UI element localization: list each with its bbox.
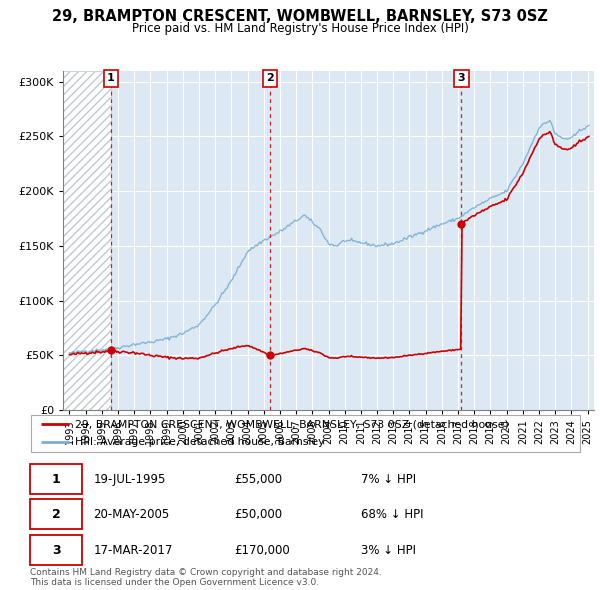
FancyBboxPatch shape <box>30 499 82 529</box>
Text: 1: 1 <box>52 473 61 486</box>
Text: 29, BRAMPTON CRESCENT, WOMBWELL, BARNSLEY, S73 0SZ: 29, BRAMPTON CRESCENT, WOMBWELL, BARNSLE… <box>52 9 548 24</box>
Text: Contains HM Land Registry data © Crown copyright and database right 2024.
This d: Contains HM Land Registry data © Crown c… <box>30 568 382 587</box>
Text: HPI: Average price, detached house, Barnsley: HPI: Average price, detached house, Barn… <box>75 437 325 447</box>
Text: 2: 2 <box>266 74 274 83</box>
Text: 20-MAY-2005: 20-MAY-2005 <box>94 507 170 520</box>
FancyBboxPatch shape <box>30 535 82 565</box>
Text: 3% ↓ HPI: 3% ↓ HPI <box>361 543 416 556</box>
Text: 68% ↓ HPI: 68% ↓ HPI <box>361 507 424 520</box>
FancyBboxPatch shape <box>30 464 82 494</box>
Text: 19-JUL-1995: 19-JUL-1995 <box>94 473 166 486</box>
Text: 3: 3 <box>458 74 465 83</box>
Text: 29, BRAMPTON CRESCENT, WOMBWELL, BARNSLEY, S73 0SZ (detached house): 29, BRAMPTON CRESCENT, WOMBWELL, BARNSLE… <box>75 419 509 430</box>
Text: £50,000: £50,000 <box>234 507 283 520</box>
Text: 7% ↓ HPI: 7% ↓ HPI <box>361 473 416 486</box>
Text: 17-MAR-2017: 17-MAR-2017 <box>94 543 173 556</box>
Text: £170,000: £170,000 <box>234 543 290 556</box>
Text: 3: 3 <box>52 543 61 556</box>
Bar <box>63 71 111 410</box>
Bar <box>63 71 111 410</box>
Text: 1: 1 <box>107 74 115 83</box>
Text: 2: 2 <box>52 507 61 520</box>
Text: £55,000: £55,000 <box>234 473 283 486</box>
Text: Price paid vs. HM Land Registry's House Price Index (HPI): Price paid vs. HM Land Registry's House … <box>131 22 469 35</box>
